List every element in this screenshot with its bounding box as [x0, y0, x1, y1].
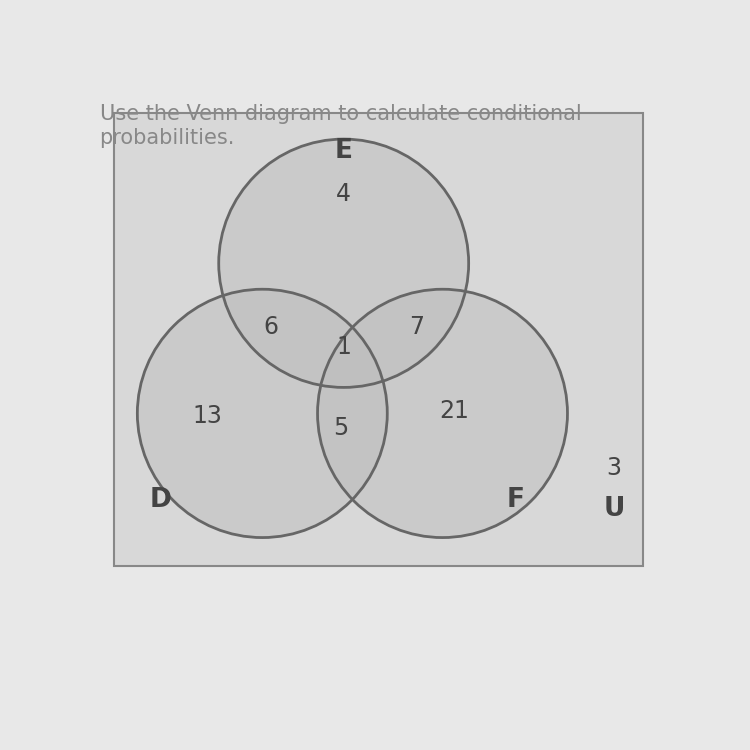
Text: 6: 6 — [263, 315, 278, 339]
FancyBboxPatch shape — [114, 113, 643, 566]
Text: Use the Venn diagram to calculate conditional: Use the Venn diagram to calculate condit… — [100, 104, 581, 125]
Text: E: E — [334, 138, 352, 164]
Text: U: U — [603, 496, 625, 522]
Text: 13: 13 — [192, 404, 222, 428]
Text: probabilities.: probabilities. — [100, 128, 235, 148]
Circle shape — [137, 290, 387, 538]
Text: F: F — [506, 487, 524, 513]
Text: 21: 21 — [440, 398, 469, 422]
Text: 3: 3 — [607, 456, 622, 480]
Circle shape — [317, 290, 568, 538]
Text: 1: 1 — [336, 335, 351, 359]
Text: 7: 7 — [409, 315, 424, 339]
Circle shape — [219, 139, 469, 388]
Text: D: D — [150, 487, 172, 513]
Text: 5: 5 — [333, 416, 349, 440]
Text: 4: 4 — [336, 182, 351, 206]
